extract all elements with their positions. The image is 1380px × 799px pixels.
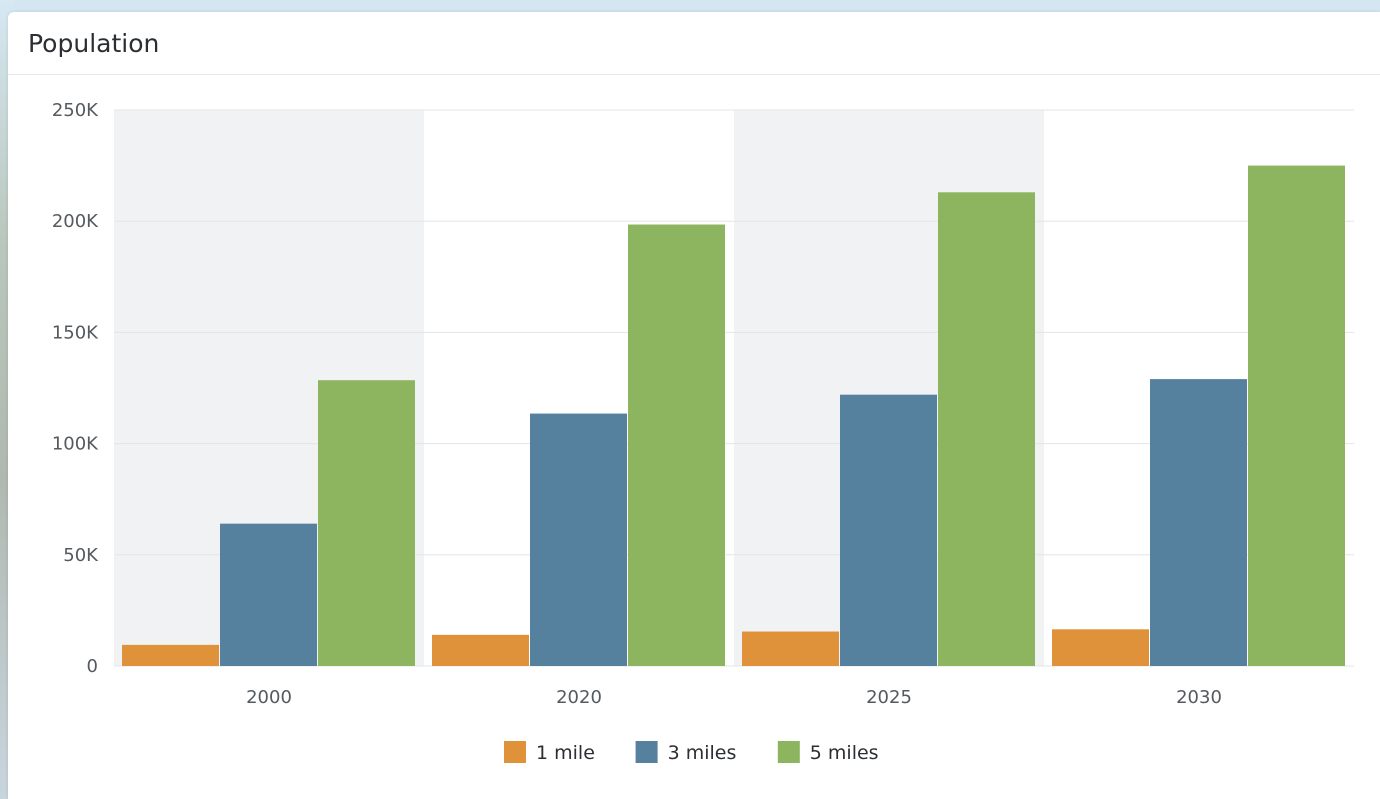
population-bar-chart: 0 50K 100K 150K 200K 250K 2000 2020 2025 2030 1 … bbox=[52, 100, 1354, 764]
x-tick-label: 2020 bbox=[556, 687, 602, 708]
bar bbox=[318, 380, 415, 666]
legend-label: 3 miles bbox=[668, 742, 737, 764]
bar bbox=[1052, 629, 1149, 666]
x-tick-label: 2030 bbox=[1176, 687, 1222, 708]
legend-swatch bbox=[635, 741, 658, 763]
bar bbox=[1248, 165, 1345, 666]
x-axis-tick-labels: 2000 2020 2025 2030 bbox=[246, 687, 1222, 708]
bars bbox=[122, 165, 1345, 666]
bar bbox=[432, 634, 529, 666]
y-tick-label: 50K bbox=[63, 545, 99, 566]
population-chart-panel: Population 0 50K 100K 150K 200K 250K 2000 2020… bbox=[8, 12, 1380, 799]
bar bbox=[742, 631, 839, 666]
desktop-background-top bbox=[0, 0, 1380, 12]
y-tick-label: 0 bbox=[87, 656, 98, 677]
legend: 1 mile 3 miles 5 miles bbox=[504, 741, 879, 764]
bar bbox=[628, 224, 725, 666]
legend-label: 5 miles bbox=[810, 742, 879, 764]
legend-item[interactable]: 3 miles bbox=[635, 741, 737, 764]
bar bbox=[220, 523, 317, 666]
panel-title: Population bbox=[28, 29, 160, 58]
y-tick-label: 250K bbox=[52, 100, 99, 121]
bar bbox=[1150, 379, 1247, 666]
bar bbox=[938, 192, 1035, 666]
legend-swatch bbox=[504, 741, 526, 763]
y-tick-label: 100K bbox=[52, 434, 99, 455]
bar bbox=[840, 394, 937, 666]
y-axis-tick-labels: 0 50K 100K 150K 200K 250K bbox=[52, 100, 99, 677]
y-tick-label: 150K bbox=[52, 322, 99, 343]
x-tick-label: 2000 bbox=[246, 687, 292, 708]
x-tick-label: 2025 bbox=[866, 687, 912, 708]
bar bbox=[530, 413, 627, 666]
y-tick-label: 200K bbox=[52, 211, 99, 232]
bar bbox=[122, 644, 219, 666]
legend-label: 1 mile bbox=[536, 742, 595, 764]
legend-swatch bbox=[777, 741, 800, 763]
legend-item[interactable]: 5 miles bbox=[777, 741, 879, 764]
legend-item[interactable]: 1 mile bbox=[504, 741, 595, 764]
panel-header: Population bbox=[8, 12, 1380, 75]
